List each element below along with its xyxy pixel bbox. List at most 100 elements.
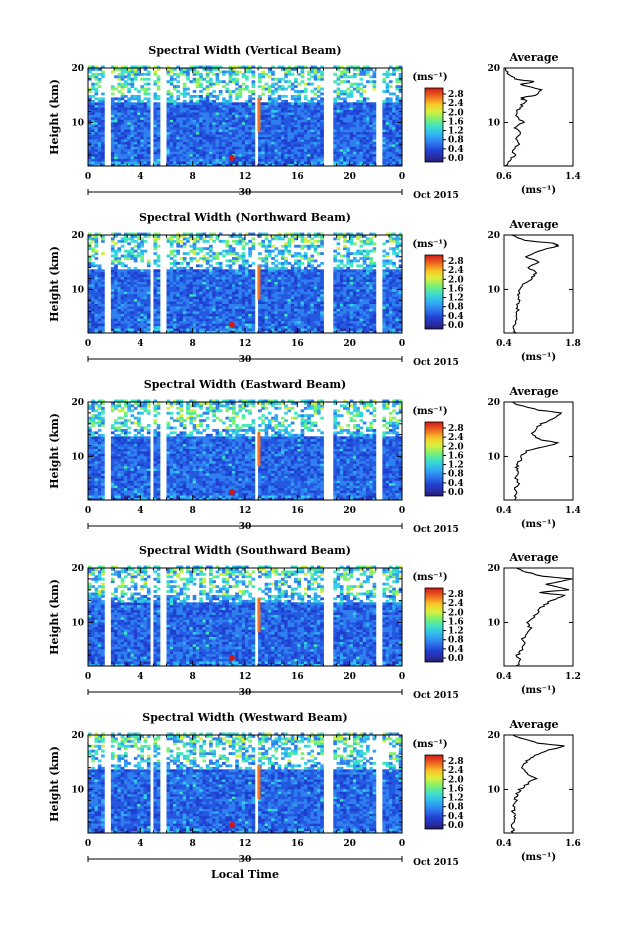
panel-title: Spectral Width (Vertical Beam) xyxy=(148,44,341,57)
colorbar-tick-label: 2.8 xyxy=(448,257,464,267)
hotspot-marker xyxy=(228,654,235,661)
panel-title: Spectral Width (Westward Beam) xyxy=(142,711,347,724)
colorbar xyxy=(424,754,444,830)
average-xlabel: (ms⁻¹) xyxy=(521,185,556,196)
hotspot-marker xyxy=(257,431,261,467)
x-tick-label: 8 xyxy=(190,672,196,682)
y-tick-label: 20 xyxy=(487,731,500,741)
panel-3: Spectral Width (Southward Beam) 10 20 Heigh… xyxy=(48,544,581,701)
x-tick-label: 1.6 xyxy=(565,839,581,849)
colorbar-tick-label: 1.2 xyxy=(448,461,464,471)
y-tick-label: 10 xyxy=(487,118,500,128)
x-tick-label: 1.4 xyxy=(565,506,581,516)
x-tick-label: 8 xyxy=(190,839,196,849)
x-tick-label: 4 xyxy=(137,839,143,849)
colorbar-tick-label: 0.8 xyxy=(448,470,464,480)
y-tick-label: 10 xyxy=(71,785,84,795)
hotspot-marker xyxy=(228,488,235,495)
day-label: 30 xyxy=(239,688,252,698)
hotspot-marker xyxy=(257,764,261,800)
average-frame xyxy=(503,234,574,334)
y-tick-label: 20 xyxy=(71,564,84,574)
y-tick-label: 20 xyxy=(71,731,84,741)
day-label: 30 xyxy=(239,355,252,365)
x-tick-label: 12 xyxy=(239,839,252,849)
heatmap-cells xyxy=(88,399,403,501)
x-tick-label: 1.2 xyxy=(565,672,581,682)
x-tick-label: 0 xyxy=(85,506,91,516)
x-tick-label: 16 xyxy=(291,672,304,682)
colorbar-tick-label: 2.4 xyxy=(448,99,464,109)
colorbar-unit: (ms⁻¹) xyxy=(412,72,447,83)
average-panel: Average 10 20 0.6 1.4 (ms⁻¹) xyxy=(487,51,580,196)
colorbar-tick-label: 1.6 xyxy=(448,451,464,461)
x-tick-label: 0.4 xyxy=(496,672,512,682)
average-profile-line xyxy=(515,567,573,667)
colorbar-tick-label: 0.8 xyxy=(448,636,464,646)
colorbar-tick-label: 2.8 xyxy=(448,590,464,600)
colorbar-tick-label: 2.8 xyxy=(448,424,464,434)
colorbar-unit: (ms⁻¹) xyxy=(412,406,447,417)
colorbar-tick-label: 0.0 xyxy=(448,488,464,498)
x-tick-label: 8 xyxy=(190,506,196,516)
colorbar-unit: (ms⁻¹) xyxy=(412,239,447,250)
y-tick-label: 10 xyxy=(487,785,500,795)
average-xlabel: (ms⁻¹) xyxy=(521,352,556,363)
colorbar-unit: (ms⁻¹) xyxy=(412,572,447,583)
x-tick-label: 0 xyxy=(85,172,91,182)
colorbar-tick-label: 0.8 xyxy=(448,303,464,313)
x-tick-label: 0 xyxy=(399,839,405,849)
panel-title: Spectral Width (Southward Beam) xyxy=(139,544,351,557)
average-profile-line xyxy=(504,67,544,167)
y-tick-label: 10 xyxy=(71,452,84,462)
hotspot-marker xyxy=(257,264,261,300)
x-tick-label: 20 xyxy=(343,339,356,349)
y-tick-label: 20 xyxy=(487,398,500,408)
day-label: 30 xyxy=(239,522,252,532)
average-profile-line xyxy=(511,234,560,334)
hotspot-marker xyxy=(228,321,235,328)
x-tick-label: 0 xyxy=(399,672,405,682)
x-tick-label: 12 xyxy=(239,172,252,182)
day-label: 30 xyxy=(239,188,252,198)
colorbar-tick-label: 2.0 xyxy=(448,275,464,285)
x-tick-label: 0 xyxy=(85,839,91,849)
colorbar-tick-label: 2.8 xyxy=(448,757,464,767)
colorbar-tick-label: 1.6 xyxy=(448,617,464,627)
x-tick-label: 12 xyxy=(239,672,252,682)
panel-1: Spectral Width (Northward Beam) 10 20 Heigh… xyxy=(48,211,581,368)
x-axis-label: Local Time xyxy=(211,868,279,881)
y-tick-label: 10 xyxy=(71,118,84,128)
colorbar-tick-label: 1.2 xyxy=(448,294,464,304)
date-label: Oct 2015 xyxy=(413,191,459,201)
colorbar-tick-label: 2.4 xyxy=(448,599,464,609)
heatmap-cells xyxy=(88,65,403,167)
average-panel: Average 10 20 0.4 1.2 (ms⁻¹) xyxy=(487,551,580,696)
x-tick-label: 0 xyxy=(85,339,91,349)
average-title: Average xyxy=(508,385,558,398)
average-profile-line xyxy=(510,734,565,834)
x-tick-label: 0.4 xyxy=(496,839,512,849)
average-title: Average xyxy=(508,51,558,64)
y-tick-label: 10 xyxy=(487,618,500,628)
x-tick-label: 16 xyxy=(291,339,304,349)
x-tick-label: 0 xyxy=(85,672,91,682)
colorbar-tick-label: 2.4 xyxy=(448,266,464,276)
average-title: Average xyxy=(508,218,558,231)
colorbar-tick-label: 0.4 xyxy=(448,479,464,489)
y-axis-label: Height (km) xyxy=(48,413,61,489)
y-axis-label: Height (km) xyxy=(48,246,61,322)
panel-title: Spectral Width (Northward Beam) xyxy=(139,211,351,224)
colorbar-tick-label: 0.0 xyxy=(448,821,464,831)
colorbar-tick-label: 2.4 xyxy=(448,433,464,443)
colorbar-tick-label: 0.8 xyxy=(448,136,464,146)
date-label: Oct 2015 xyxy=(413,691,459,701)
y-axis-label: Height (km) xyxy=(48,79,61,155)
colorbar-tick-label: 1.2 xyxy=(448,127,464,137)
colorbar-tick-label: 0.0 xyxy=(448,321,464,331)
average-frame xyxy=(503,734,574,834)
colorbar-tick-label: 1.6 xyxy=(448,117,464,127)
x-tick-label: 4 xyxy=(137,672,143,682)
average-panel: Average 10 20 0.4 1.6 (ms⁻¹) xyxy=(487,718,580,863)
